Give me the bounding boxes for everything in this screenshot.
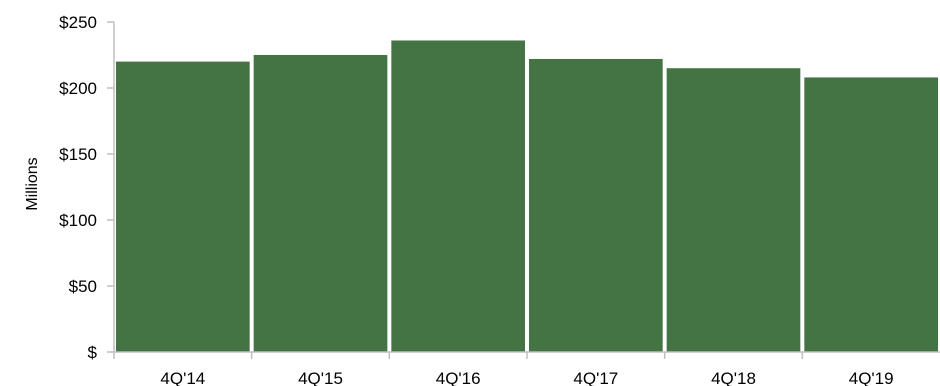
bar — [116, 61, 250, 352]
bar — [666, 68, 801, 352]
x-tick-label: 4Q'17 — [573, 369, 618, 386]
x-tick-label: 4Q'18 — [711, 369, 756, 386]
y-tick-label: $100 — [59, 211, 97, 230]
y-tick-label: $150 — [59, 145, 97, 164]
x-tick-label: 4Q'16 — [436, 369, 481, 386]
x-tick-label: 4Q'15 — [298, 369, 343, 386]
x-axis: 4Q'14 4Q'15 4Q'16 4Q'17 4Q'18 4Q'19 — [113, 351, 940, 386]
bars — [116, 40, 938, 353]
y-axis-title: Millions — [24, 157, 41, 210]
x-tick-label: 4Q'14 — [160, 369, 205, 386]
bar — [253, 55, 388, 352]
y-tick-label: $50 — [69, 277, 97, 296]
y-tick-label: $200 — [59, 79, 97, 98]
y-tick-label: $250 — [59, 13, 97, 32]
bar — [391, 40, 525, 352]
y-tick-label: $ — [88, 343, 98, 362]
x-tick-label: 4Q'19 — [849, 369, 894, 386]
y-axis: $ $50 $100 $150 $200 $250 — [59, 13, 115, 362]
bar — [804, 77, 938, 352]
bar — [529, 58, 663, 353]
